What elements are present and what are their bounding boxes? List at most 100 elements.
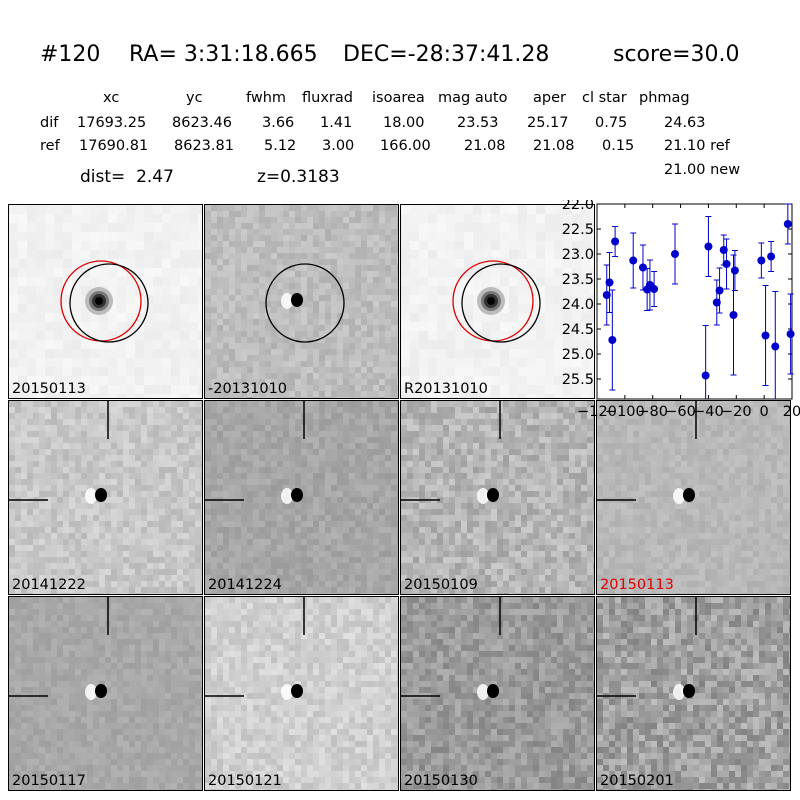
x-tick-label: 20	[783, 404, 800, 420]
image-panel-5: 20150109	[400, 400, 595, 595]
header-dec: DEC=-28:37:41.28	[343, 42, 550, 67]
y-tick-label: 25.5	[562, 372, 594, 388]
source-negative-lobe	[683, 488, 695, 502]
panel-date-label: 20150113	[12, 381, 86, 397]
source-positive-lobe	[281, 488, 293, 504]
col-yc: yc	[186, 90, 203, 106]
redshift-value: z=0.3183	[257, 167, 340, 187]
panel-date-label: 20150121	[208, 773, 282, 789]
source-negative-lobe	[291, 293, 303, 307]
x-tick-label: −60	[665, 404, 696, 420]
data-point	[701, 371, 710, 380]
panel-date-label: 20150113	[600, 577, 674, 593]
x-tick-label: −120	[577, 404, 617, 420]
dist-value: dist= 2.47	[80, 167, 174, 187]
data-point	[786, 330, 795, 338]
image-panel-1: -20131010	[204, 204, 399, 399]
image-panel-0: 20150113	[8, 204, 203, 399]
panel-date-label: 20141224	[208, 577, 282, 593]
y-tick-label: 23.5	[562, 272, 594, 288]
source-negative-lobe	[487, 488, 499, 502]
light-curve-chart: 22.0 22.5 23.0 23.5 24.0 24.5 25.0 25.5 −120−100…	[562, 200, 800, 420]
data-point	[783, 220, 792, 228]
source-negative-lobe	[487, 684, 499, 698]
data-point	[712, 298, 721, 307]
y-tick-label: 23.0	[562, 247, 594, 263]
y-tick-label: 22.0	[562, 200, 594, 213]
row-ref-aper: 21.08	[533, 138, 575, 154]
x-tick-label: −80	[637, 404, 668, 420]
image-panel-7: 20150117	[8, 596, 203, 791]
col-clstar: cl star	[582, 90, 627, 106]
y-tick-label: 22.5	[562, 222, 594, 238]
source-positive-lobe	[673, 684, 685, 700]
panel-date-label: R20131010	[404, 381, 488, 397]
y-tick-label: 24.0	[562, 297, 594, 313]
row-dif-fwhm: 3.66	[262, 115, 295, 131]
data-point	[650, 285, 659, 293]
data-point	[719, 246, 728, 254]
row-dif-magauto: 23.53	[457, 115, 499, 131]
row-dif-aper: 25.17	[527, 115, 569, 131]
col-xc: xc	[103, 90, 120, 106]
data-point	[722, 260, 731, 268]
panel-date-label: -20131010	[208, 381, 288, 397]
col-phmag: phmag	[639, 90, 690, 106]
data-point	[729, 311, 738, 319]
x-tick-label: −100	[605, 404, 645, 420]
y-tick-label: 25.0	[562, 347, 594, 363]
source-positive-lobe	[281, 293, 293, 309]
col-fwhm: fwhm	[246, 90, 287, 106]
plot-frame	[596, 203, 793, 400]
image-panel-8: 20150121	[204, 596, 399, 791]
source-blob	[95, 297, 103, 305]
source-negative-lobe	[291, 684, 303, 698]
image-panel-3: 20141222	[8, 400, 203, 595]
image-panel-9: 20150130	[400, 596, 595, 791]
data-point	[671, 250, 679, 258]
row-dif-label: dif	[40, 115, 59, 131]
data-point	[611, 237, 620, 246]
col-magauto: mag auto	[438, 90, 508, 106]
header-ra: RA= 3:31:18.665	[129, 42, 318, 67]
source-blob	[487, 297, 495, 305]
row-ref-clstar: 0.15	[602, 138, 635, 154]
panel-date-label: 20150201	[600, 773, 674, 789]
row-ref-fluxrad: 3.00	[322, 138, 355, 154]
source-negative-lobe	[95, 684, 107, 698]
image-panel-6: 20150113	[596, 400, 791, 595]
data-point	[608, 336, 617, 344]
panel-date-label: 20150109	[404, 577, 478, 593]
x-tick-label: −40	[693, 404, 724, 420]
row-dif-yc: 8623.46	[172, 115, 232, 131]
image-panel-2: R20131010	[400, 204, 595, 399]
image-panel-10: 20150201	[596, 596, 791, 791]
row-ref-isoarea: 166.00	[380, 138, 431, 154]
panel-date-label: 20141222	[12, 577, 86, 593]
row-ref-yc: 8623.81	[174, 138, 234, 154]
image-panel-4: 20141224	[204, 400, 399, 595]
panel-date-label: 20150117	[12, 773, 86, 789]
data-point	[767, 252, 776, 261]
row-ref-xc: 17690.81	[79, 138, 149, 154]
col-aper: aper	[533, 90, 566, 106]
data-point	[602, 291, 611, 299]
row-dif-clstar: 0.75	[595, 115, 628, 131]
data-point	[629, 256, 638, 265]
row-ref-phmag: 21.10 ref	[664, 138, 730, 154]
source-positive-lobe	[673, 488, 685, 504]
row-ref-fwhm: 5.12	[264, 138, 297, 154]
source-positive-lobe	[477, 488, 489, 504]
aperture-circle	[461, 263, 541, 343]
data-point	[757, 256, 766, 265]
col-fluxrad: fluxrad	[302, 90, 353, 106]
row-dif-phmag: 24.63	[664, 115, 706, 131]
data-point	[605, 278, 614, 287]
phmag-new: 21.00 new	[664, 162, 741, 178]
row-dif-isoarea: 18.00	[383, 115, 425, 131]
source-positive-lobe	[85, 488, 97, 504]
source-positive-lobe	[85, 684, 97, 700]
data-point	[771, 342, 780, 351]
aperture-circle	[69, 263, 149, 343]
source-negative-lobe	[683, 684, 695, 698]
